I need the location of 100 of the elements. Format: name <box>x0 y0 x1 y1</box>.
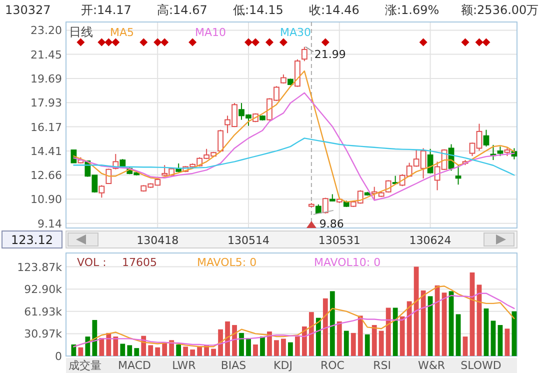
y-tick-label: 23.20 <box>30 24 62 38</box>
bar <box>364 334 370 356</box>
y-tick-label: 92.90k <box>24 283 63 296</box>
candlestick <box>106 168 112 184</box>
candlestick <box>497 146 504 157</box>
x-tick-label: 130418 <box>136 234 179 247</box>
bar <box>134 348 140 356</box>
bar <box>386 308 391 356</box>
bar <box>267 332 272 356</box>
text: 123.12 <box>11 233 53 247</box>
bar <box>322 298 328 356</box>
bar <box>442 292 447 356</box>
bar <box>358 316 363 356</box>
annotation: 9.86 <box>319 217 344 230</box>
bar <box>350 332 356 356</box>
bar <box>428 296 433 356</box>
candlestick <box>218 129 224 152</box>
annotation: 21.99 <box>314 48 346 61</box>
text: MACD <box>118 359 151 372</box>
bar <box>504 328 510 356</box>
note: 9.86 <box>312 210 344 230</box>
text: LWR <box>172 359 196 372</box>
bar <box>190 350 196 356</box>
bar <box>232 325 237 356</box>
bar <box>392 308 398 356</box>
bar <box>302 326 307 356</box>
candlestick <box>483 129 490 148</box>
bar <box>260 336 265 356</box>
bar <box>99 338 104 356</box>
text: 成交量 <box>68 359 102 372</box>
line-series <box>73 138 515 176</box>
text: 低:14.15 <box>233 3 284 17</box>
bar <box>406 301 412 356</box>
y-tick-label: 61.93k <box>24 305 63 318</box>
bar <box>176 344 182 356</box>
bar <box>71 344 76 356</box>
x-tick-label: 130514 <box>228 234 270 247</box>
bar <box>85 336 90 356</box>
y-tick-label: 123.87k <box>17 260 63 274</box>
bar <box>253 344 258 356</box>
bar <box>336 321 342 356</box>
text: BIAS <box>220 359 246 372</box>
text: MAVOL10: 0 <box>314 256 381 269</box>
text: 130327 <box>5 3 51 17</box>
y-tick-label: 14.41 <box>30 144 62 158</box>
candlestick <box>98 184 105 198</box>
bar <box>127 345 132 356</box>
y-tick-label: 19.69 <box>30 72 62 86</box>
note: 21.99 <box>304 46 346 61</box>
text: 开:14.17 <box>81 3 132 17</box>
annotation: 17605 <box>122 256 157 269</box>
text: RSI <box>373 359 391 372</box>
bar <box>113 336 118 356</box>
bar <box>490 320 496 356</box>
bar <box>218 329 223 356</box>
text: MA10 <box>195 26 226 39</box>
bar <box>211 348 216 356</box>
annotation: VOL : <box>77 256 106 269</box>
x-tick-label: 130624 <box>409 234 452 247</box>
bar <box>281 338 286 356</box>
bar <box>288 342 293 356</box>
bar <box>498 325 503 356</box>
bar <box>78 347 84 356</box>
bar <box>197 346 202 356</box>
bar <box>456 314 461 356</box>
bar <box>462 336 468 356</box>
candlestick <box>301 46 308 62</box>
bar <box>344 330 349 356</box>
y-tick-label: 9.14 <box>38 217 62 230</box>
y-tick-label: 21.45 <box>30 48 62 62</box>
candlestick <box>70 149 77 164</box>
text: 额:2536.00万 <box>461 3 539 17</box>
bar <box>378 330 384 356</box>
text: MA5 <box>110 26 134 39</box>
bar <box>372 325 377 356</box>
bar <box>294 336 300 356</box>
bar <box>316 318 321 356</box>
y-tick-label: 16.17 <box>30 120 62 134</box>
bar <box>246 338 251 356</box>
bar <box>92 320 98 356</box>
candlestick <box>322 197 328 214</box>
bar <box>183 346 188 356</box>
bar <box>414 266 419 356</box>
bar <box>120 344 126 356</box>
text: MAVOL5: 0 <box>197 256 257 269</box>
bar <box>400 316 405 356</box>
text: 收:14.46 <box>309 3 360 17</box>
text: MA30 <box>280 26 312 39</box>
text: SLOWD <box>460 359 502 372</box>
y-tick-label: 30.97k <box>24 328 63 341</box>
bar <box>448 291 454 356</box>
x-tick-label: 130531 <box>318 234 360 247</box>
annotation: 日线 <box>69 25 93 39</box>
bar <box>155 347 160 356</box>
candlestick <box>455 164 462 186</box>
bar <box>162 342 168 356</box>
bar <box>420 290 426 356</box>
text: W&R <box>418 359 446 372</box>
y-tick-label: 12.66 <box>30 168 62 182</box>
text: ROC <box>320 359 345 372</box>
